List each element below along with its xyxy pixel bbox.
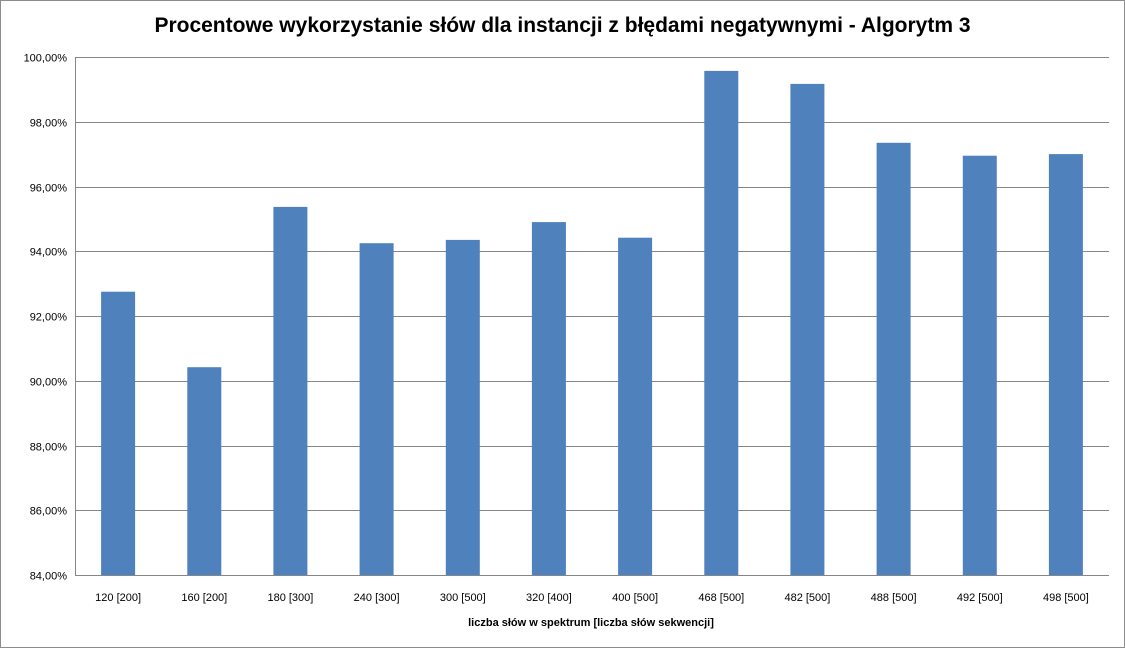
x-tick-label: 400 [500] [612, 592, 658, 604]
x-tick-label: 498 [500] [1043, 592, 1089, 604]
y-tick-label: 92,00% [30, 312, 68, 324]
bar [273, 207, 307, 575]
y-tick-label: 84,00% [30, 571, 68, 583]
bar [187, 367, 221, 575]
x-tick-label: 120 [200] [95, 592, 141, 604]
x-tick-label: 468 [500] [698, 592, 744, 604]
y-tick-label: 100,00% [24, 53, 68, 65]
x-tick-label: 300 [500] [440, 592, 486, 604]
y-tick-label: 88,00% [30, 442, 68, 454]
y-tick-label: 86,00% [30, 506, 68, 518]
bar [704, 71, 738, 575]
bar [618, 238, 652, 575]
x-tick-label: 492 [500] [957, 592, 1003, 604]
x-tick-label: 320 [400] [526, 592, 572, 604]
y-tick-label: 98,00% [30, 118, 68, 130]
bar [790, 84, 824, 575]
y-tick-label: 94,00% [30, 247, 68, 259]
bar [1049, 154, 1083, 575]
bar [446, 240, 480, 575]
x-tick-label: 160 [200] [181, 592, 227, 604]
bar [360, 243, 394, 575]
bar [101, 292, 135, 575]
y-tick-label: 96,00% [30, 183, 68, 195]
x-axis-label: liczba słów w spektrum [liczba słów sekw… [468, 617, 714, 629]
x-tick-label: 482 [500] [784, 592, 830, 604]
x-tick-label: 488 [500] [871, 592, 917, 604]
gridlines [75, 58, 1109, 511]
bars [101, 71, 1083, 575]
x-tick-label: 180 [300] [267, 592, 313, 604]
x-tick-labels: 120 [200] 160 [200] 180 [300] 240 [300] 300 … [95, 592, 1089, 604]
bar [532, 222, 566, 575]
y-tick-label: 90,00% [30, 377, 68, 389]
bar [963, 156, 997, 575]
bar [877, 143, 911, 575]
y-tick-labels: 84,00% 86,00% 88,00% 90,00% 92,00% 94,00% 96,0… [24, 53, 68, 583]
x-tick-label: 240 [300] [354, 592, 400, 604]
